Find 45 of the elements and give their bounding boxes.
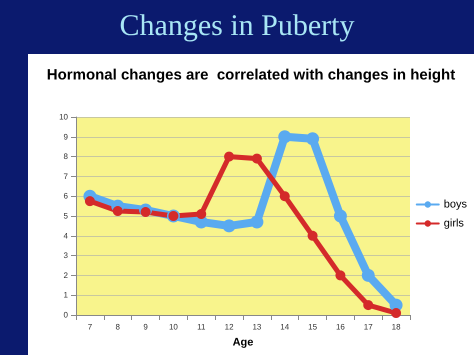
x-axis-title: Age bbox=[232, 336, 254, 348]
point bbox=[196, 209, 206, 220]
point bbox=[278, 130, 292, 144]
point bbox=[391, 308, 402, 318]
point bbox=[335, 270, 346, 280]
x-tick-label: 8 bbox=[116, 322, 121, 332]
y-tick-label: 0 bbox=[64, 310, 69, 320]
x-tick-label: 10 bbox=[168, 322, 178, 332]
point bbox=[112, 206, 123, 216]
point bbox=[363, 300, 374, 310]
x-tick-label: 14 bbox=[280, 322, 290, 332]
y-tick-label: 9 bbox=[64, 132, 69, 142]
y-tick-label: 6 bbox=[64, 192, 69, 201]
point bbox=[252, 154, 262, 164]
chart-title: Changes in Puberty bbox=[118, 8, 356, 44]
chart-subtitle: Hormonal changes are correlated with changes in height bbox=[46, 66, 456, 84]
x-tick-label: 9 bbox=[143, 322, 148, 332]
legend-label: girls bbox=[444, 218, 464, 230]
x-tick-label: 11 bbox=[197, 322, 206, 332]
point bbox=[280, 191, 290, 202]
x-tick-label: 17 bbox=[364, 322, 374, 332]
y-tick-label: 1 bbox=[64, 290, 69, 300]
y-tick-label: 5 bbox=[64, 212, 69, 220]
x-tick-label: 16 bbox=[336, 322, 346, 332]
point bbox=[306, 132, 320, 146]
y-tick-label: 8 bbox=[64, 152, 69, 162]
x-tick-label: 7 bbox=[88, 322, 93, 332]
point bbox=[224, 152, 234, 162]
point bbox=[308, 230, 318, 241]
x-tick-label: 13 bbox=[252, 322, 262, 332]
y-tick-label: 10 bbox=[59, 112, 69, 122]
legend-label: boys bbox=[444, 198, 468, 210]
point bbox=[362, 268, 375, 282]
point bbox=[140, 207, 151, 218]
point bbox=[84, 196, 95, 206]
y-tick-label: 7 bbox=[64, 172, 69, 181]
point bbox=[222, 219, 236, 232]
point bbox=[250, 215, 264, 228]
y-tick-label: 3 bbox=[64, 251, 69, 260]
x-tick-label: 12 bbox=[224, 322, 234, 332]
point bbox=[334, 210, 347, 222]
x-tick-label: 15 bbox=[308, 322, 318, 332]
x-tick-label: 18 bbox=[392, 322, 402, 332]
y-tick-label: 4 bbox=[64, 231, 69, 240]
y-tick-label: 2 bbox=[64, 270, 69, 280]
